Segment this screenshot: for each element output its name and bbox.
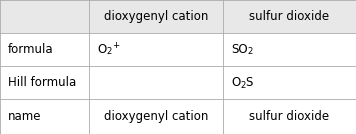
Bar (89, 99, 223, 134)
Text: Hill formula: Hill formula (8, 76, 76, 89)
Bar (223, 0, 356, 33)
Text: 2: 2 (240, 81, 246, 90)
Text: 2: 2 (248, 47, 253, 57)
Text: dioxygenyl cation: dioxygenyl cation (104, 10, 208, 23)
Bar (89, 66, 223, 99)
Text: formula: formula (8, 43, 54, 56)
Bar (223, 66, 356, 99)
Bar (0, 33, 89, 66)
Bar (223, 99, 356, 134)
Text: name: name (8, 110, 42, 123)
Text: O: O (231, 76, 240, 89)
Text: 2: 2 (106, 47, 112, 57)
Bar (89, 0, 223, 33)
Text: sulfur dioxide: sulfur dioxide (250, 110, 330, 123)
Text: SO: SO (231, 43, 248, 56)
Text: dioxygenyl cation: dioxygenyl cation (104, 110, 208, 123)
Bar (223, 33, 356, 66)
Text: S: S (246, 76, 253, 89)
Text: O: O (97, 43, 106, 56)
Bar (89, 33, 223, 66)
Text: sulfur dioxide: sulfur dioxide (250, 10, 330, 23)
Text: +: + (112, 42, 119, 51)
Bar (0, 99, 89, 134)
Bar (0, 0, 89, 33)
Bar (0, 66, 89, 99)
